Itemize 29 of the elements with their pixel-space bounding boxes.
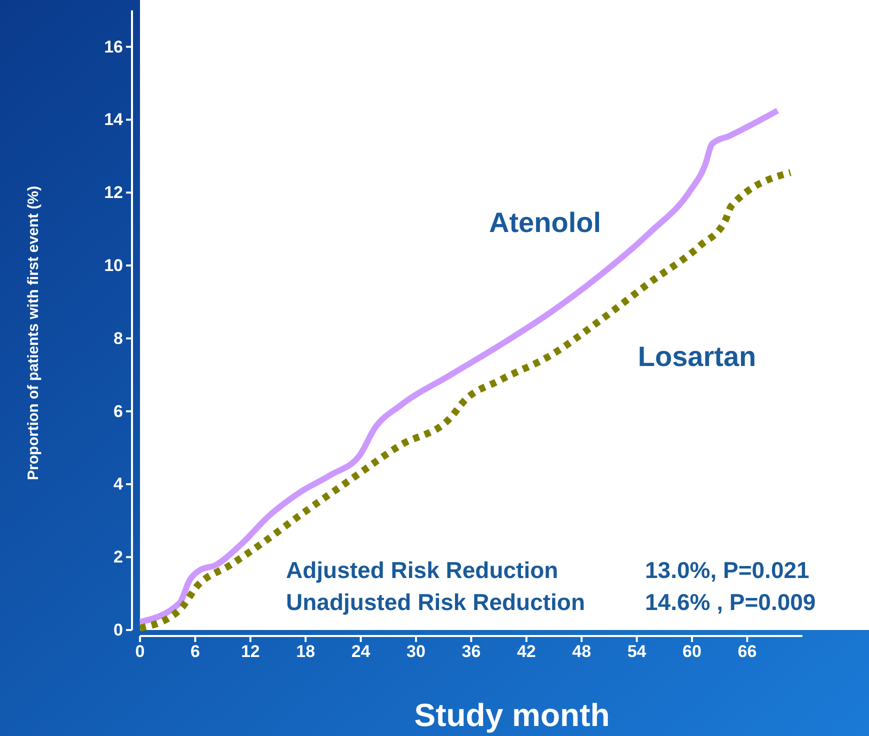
x-tick-label: 24 (351, 642, 371, 662)
series-label: Atenolol (489, 207, 601, 238)
y-axis-title: Proportion of patients with first event (%) (25, 186, 42, 480)
x-tick-label: 48 (572, 642, 592, 662)
annotation: 13.0%, P=0.021 (645, 557, 810, 583)
y-tick-label: 0 (114, 620, 123, 640)
y-tick-label: 8 (114, 328, 123, 348)
x-tick-label: 66 (738, 642, 757, 662)
y-tick-label: 16 (104, 37, 123, 56)
series-label: Losartan (638, 341, 756, 372)
y-tick-label: 14 (104, 110, 124, 130)
x-tick-label: 0 (135, 642, 145, 662)
y-tick-label: 4 (114, 474, 124, 494)
y-tick-label: 10 (104, 256, 123, 275)
x-tick-label: 54 (627, 642, 647, 662)
x-tick-label: 60 (682, 642, 702, 662)
annotation: Unadjusted Risk Reduction (286, 589, 586, 615)
y-tick-label: 12 (104, 183, 123, 202)
annotation: Adjusted Risk Reduction (286, 557, 558, 583)
x-tick-label: 30 (406, 642, 426, 662)
x-tick-label: 12 (240, 642, 260, 662)
x-tick-label: 6 (190, 642, 200, 662)
x-tick-label: 42 (516, 642, 536, 662)
y-tick-label: 2 (114, 548, 123, 567)
x-tick-label: 36 (462, 642, 481, 662)
x-tick-label: 18 (296, 642, 316, 662)
annotation: 14.6% , P=0.009 (645, 589, 816, 615)
y-tick-label: 6 (114, 402, 123, 421)
x-axis-title: Study month (414, 697, 610, 733)
